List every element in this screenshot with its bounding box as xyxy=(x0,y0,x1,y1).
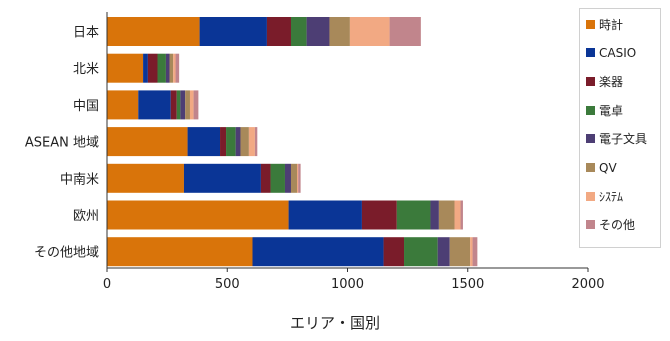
legend-label: 楽器 xyxy=(599,74,624,89)
legend-item: 楽器 xyxy=(586,72,623,90)
bar-segment xyxy=(329,17,350,46)
bar-segment xyxy=(193,90,199,120)
bar-segment xyxy=(396,200,431,230)
bar-segment xyxy=(438,200,455,230)
bar-segment xyxy=(254,127,258,157)
legend-item: その他 xyxy=(586,216,635,234)
legend-label: その他 xyxy=(599,218,636,233)
bar-segment xyxy=(165,53,170,83)
bar-segment xyxy=(107,17,200,46)
bar-segment xyxy=(199,17,267,46)
bar-segment xyxy=(430,200,439,230)
x-tick-label: 1000 xyxy=(331,277,364,292)
x-axis: 0 500 1000 1500 2000 xyxy=(103,267,605,292)
x-axis-label: エリア・国別 xyxy=(289,314,380,332)
legend-item: 電卓 xyxy=(586,101,623,119)
legend: 時計 CASIO 楽器電卓電子文具 QV ｼｽﾃﾑ その他 xyxy=(579,8,661,248)
bar-segment xyxy=(183,163,261,193)
bar-segment xyxy=(349,17,390,46)
bar-segment xyxy=(176,90,181,120)
bar-segment xyxy=(180,90,186,120)
bar-segment xyxy=(235,127,241,157)
legend-label: CASIO xyxy=(599,45,637,60)
bar-segment xyxy=(288,200,362,230)
legend-swatch xyxy=(586,76,595,86)
bar-segment xyxy=(252,237,384,267)
bar-segment xyxy=(361,200,397,230)
bar-segment xyxy=(107,163,184,193)
bar-segment xyxy=(138,90,171,120)
bar-segment xyxy=(185,90,190,120)
bar-segment xyxy=(248,127,255,157)
bar-segment xyxy=(470,237,473,267)
legend-swatch xyxy=(586,19,595,29)
legend-label: 電卓 xyxy=(599,103,624,118)
bar-segment xyxy=(472,237,478,267)
bar-segment xyxy=(306,17,330,46)
x-tick-label: 0 xyxy=(103,277,111,292)
category-label: 日本 xyxy=(73,26,99,41)
bar-segment xyxy=(170,90,177,120)
bar-segment xyxy=(220,127,227,157)
bar-segment xyxy=(460,200,463,230)
x-tick-label: 1500 xyxy=(451,277,484,292)
bar-segment xyxy=(437,237,450,267)
category-label: 中南米 xyxy=(60,171,99,187)
bar-segment xyxy=(107,237,253,267)
legend-swatch xyxy=(586,105,595,115)
bar-segment xyxy=(449,237,471,267)
legend-swatch xyxy=(586,163,595,172)
category-label: 欧州 xyxy=(73,209,99,224)
legend-label: ｼｽﾃﾑ xyxy=(599,189,624,204)
legend-item: QV xyxy=(586,159,617,177)
bar-segment xyxy=(175,53,180,83)
legend-swatch xyxy=(586,220,595,230)
bar-segment xyxy=(189,90,194,120)
legend-item: ｼｽﾃﾑ xyxy=(586,187,623,205)
bar-segment xyxy=(383,237,405,267)
legend-item: 電子文具 xyxy=(586,130,647,148)
legend-label: 時計 xyxy=(599,17,624,32)
category-label: 中国 xyxy=(73,99,99,114)
bar-segment xyxy=(404,237,438,267)
bar-segment xyxy=(157,53,166,83)
bar-segment xyxy=(290,163,297,193)
bar-segment xyxy=(266,17,291,46)
bar-segment xyxy=(284,163,291,193)
legend-swatch xyxy=(586,191,595,201)
bar-segment xyxy=(226,127,236,157)
bars-group xyxy=(107,17,478,267)
bar-segment xyxy=(169,53,174,83)
bar-segment xyxy=(240,127,249,157)
bar-segment xyxy=(260,163,271,193)
bar-segment xyxy=(173,53,176,83)
bar-segment xyxy=(107,53,144,83)
legend-label: 電子文具 xyxy=(599,132,648,147)
bar-segment xyxy=(298,163,301,193)
legend-label: QV xyxy=(599,160,617,175)
legend-swatch xyxy=(586,134,595,144)
bar-segment xyxy=(270,163,285,193)
x-tick-label: 500 xyxy=(215,277,240,292)
category-label: その他地域 xyxy=(34,246,99,261)
bar-segment xyxy=(296,163,299,193)
legend-item: CASIO xyxy=(586,44,636,62)
legend-swatch xyxy=(586,48,595,58)
bar-segment xyxy=(143,53,148,83)
bar-segment xyxy=(290,17,307,46)
category-label: ASEAN 地域 xyxy=(25,136,99,151)
bar-segment xyxy=(389,17,421,46)
bar-segment xyxy=(454,200,461,230)
bar-segment xyxy=(107,200,289,230)
x-tick-label: 2000 xyxy=(571,277,604,292)
category-label: 北米 xyxy=(73,62,99,77)
bar-segment xyxy=(147,53,158,83)
bar-segment xyxy=(107,90,139,120)
bar-segment xyxy=(107,127,188,157)
bar-segment xyxy=(187,127,221,157)
legend-item: 時計 xyxy=(586,15,623,33)
